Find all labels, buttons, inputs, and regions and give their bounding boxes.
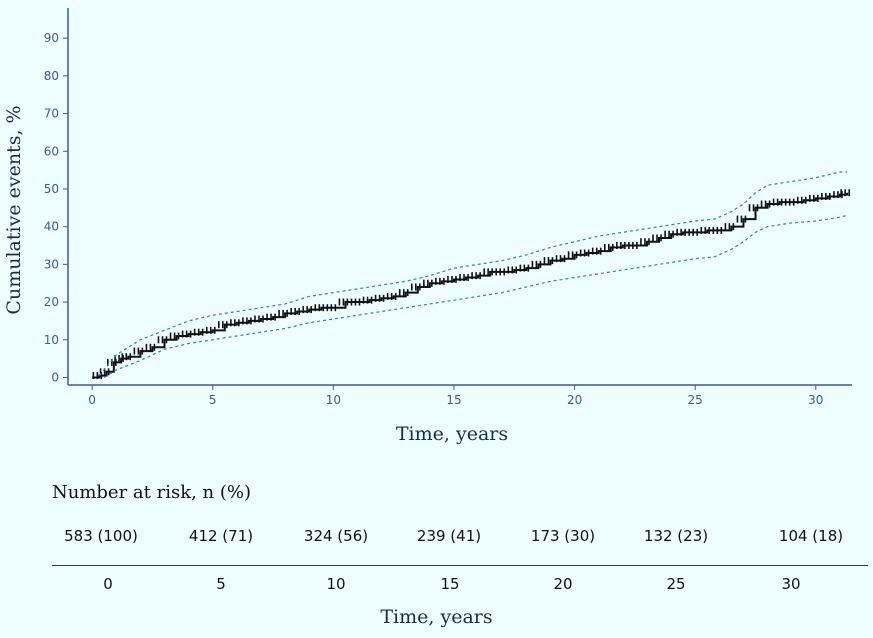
- y-axis-label: Cumulative events, %: [3, 105, 25, 314]
- plot-area: 0 10 20 30 40 50 60 70 80 90 0 5 10 15 20 25 30: [44, 8, 852, 407]
- x-tick-label: 25: [688, 393, 703, 407]
- y-tick-label: 90: [44, 31, 59, 45]
- risk-value: 583 (100): [64, 527, 138, 545]
- risk-x-tick: 10: [326, 575, 346, 593]
- y-tick-label: 70: [44, 107, 59, 121]
- y-tick-label: 60: [44, 144, 59, 158]
- risk-value: 412 (71): [188, 527, 254, 545]
- risk-value: 324 (56): [303, 527, 369, 545]
- risk-value: 104 (18): [778, 527, 844, 545]
- x-tick-label: 30: [808, 393, 823, 407]
- x-tick-label: 15: [446, 393, 461, 407]
- x-tick-label: 20: [567, 393, 582, 407]
- risk-x-tick: 30: [781, 575, 801, 593]
- risk-x-tick: 15: [440, 575, 460, 593]
- risk-table-rule: [52, 565, 868, 566]
- risk-value: 132 (23): [643, 527, 709, 545]
- x-tick-label: 5: [209, 393, 217, 407]
- risk-table-title: Number at risk, n (%): [52, 482, 252, 503]
- risk-x-tick: 5: [216, 575, 226, 593]
- risk-x-axis-label: Time, years: [380, 606, 493, 628]
- chart-svg: 0 10 20 30 40 50 60 70 80 90 0 5 10 15 20 25 30 Time, ye…: [3, 8, 852, 445]
- risk-x-tick: 0: [103, 575, 113, 593]
- x-tick-label: 0: [88, 393, 96, 407]
- x-tick-label: 10: [326, 393, 341, 407]
- risk-x-tick: 25: [666, 575, 686, 593]
- risk-values-row: 583 (100) 412 (71) 324 (56) 239 (41) 173…: [0, 527, 873, 549]
- y-tick-label: 30: [44, 257, 59, 271]
- y-tick-label: 10: [44, 333, 59, 347]
- y-tick-label: 80: [44, 69, 59, 83]
- risk-x-tick: 20: [553, 575, 573, 593]
- survival-step-line: [92, 192, 849, 379]
- x-axis-label: Time, years: [396, 423, 508, 445]
- y-tick-label: 50: [44, 182, 59, 196]
- risk-x-ticks-row: 0 5 10 15 20 25 30: [0, 575, 873, 597]
- lower-ci-line: [103, 214, 848, 378]
- risk-value: 239 (41): [416, 527, 482, 545]
- risk-value: 173 (30): [530, 527, 596, 545]
- upper-ci-line: [98, 171, 848, 376]
- y-tick-label: 0: [51, 370, 59, 384]
- y-tick-label: 20: [44, 295, 59, 309]
- y-tick-label: 40: [44, 220, 59, 234]
